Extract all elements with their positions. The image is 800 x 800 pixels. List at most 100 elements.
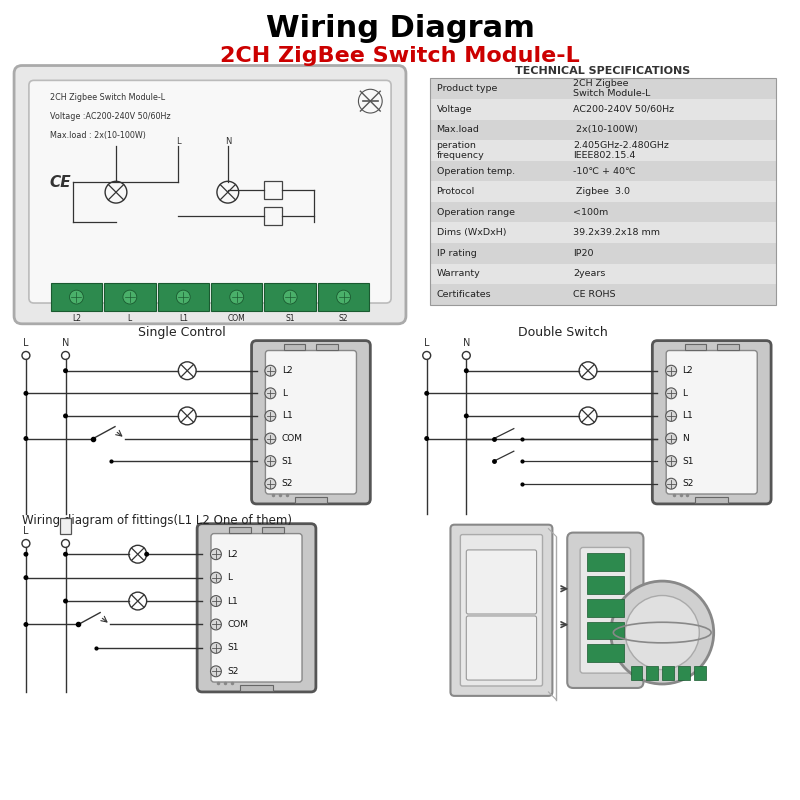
Text: Protocol: Protocol — [437, 187, 475, 196]
Text: L1: L1 — [227, 597, 238, 606]
Bar — [587, 576, 624, 594]
Text: L: L — [424, 338, 430, 347]
Text: 39.2x39.2x18 mm: 39.2x39.2x18 mm — [573, 228, 660, 238]
Circle shape — [123, 290, 137, 304]
Text: S2: S2 — [682, 479, 694, 488]
Circle shape — [265, 366, 276, 376]
Text: TECHNICAL SPECIFICATIONS: TECHNICAL SPECIFICATIONS — [515, 66, 690, 77]
Circle shape — [63, 598, 68, 603]
FancyBboxPatch shape — [430, 140, 776, 161]
FancyBboxPatch shape — [266, 350, 357, 494]
Text: L: L — [128, 314, 132, 323]
Circle shape — [666, 410, 677, 422]
Text: CE ROHS: CE ROHS — [573, 290, 616, 299]
Text: Single Control: Single Control — [138, 326, 226, 338]
Bar — [587, 622, 624, 639]
FancyBboxPatch shape — [430, 264, 776, 284]
Circle shape — [625, 595, 699, 670]
Text: S2: S2 — [339, 314, 348, 323]
Text: -10℃ + 40℃: -10℃ + 40℃ — [573, 166, 636, 175]
Text: S1: S1 — [282, 457, 294, 466]
FancyBboxPatch shape — [104, 283, 155, 311]
FancyBboxPatch shape — [158, 283, 209, 311]
Text: AC200-240V 50/60Hz: AC200-240V 50/60Hz — [573, 105, 674, 114]
FancyBboxPatch shape — [430, 243, 776, 264]
Circle shape — [265, 433, 276, 444]
FancyBboxPatch shape — [685, 343, 706, 350]
Text: 2CH Zigbee
Switch Module-L: 2CH Zigbee Switch Module-L — [573, 79, 650, 98]
Circle shape — [63, 368, 68, 373]
Text: S2: S2 — [227, 667, 238, 676]
Text: L: L — [176, 137, 181, 146]
Text: Zigbee  3.0: Zigbee 3.0 — [573, 187, 630, 196]
Text: L: L — [282, 389, 286, 398]
Text: Product type: Product type — [437, 84, 497, 93]
FancyBboxPatch shape — [14, 66, 406, 324]
FancyBboxPatch shape — [430, 222, 776, 243]
FancyBboxPatch shape — [430, 78, 776, 99]
Circle shape — [210, 596, 222, 606]
Text: Max.load: Max.load — [437, 126, 479, 134]
Text: 2x(10-100W): 2x(10-100W) — [573, 126, 638, 134]
FancyBboxPatch shape — [450, 525, 552, 696]
Circle shape — [63, 414, 68, 418]
Bar — [587, 645, 624, 662]
Circle shape — [610, 581, 714, 684]
FancyBboxPatch shape — [652, 341, 771, 504]
Bar — [587, 599, 624, 617]
Text: Operation temp.: Operation temp. — [437, 166, 514, 175]
FancyBboxPatch shape — [430, 161, 776, 182]
FancyBboxPatch shape — [430, 99, 776, 119]
Bar — [646, 666, 658, 680]
Circle shape — [210, 619, 222, 630]
Bar — [265, 182, 282, 199]
FancyBboxPatch shape — [695, 497, 728, 503]
Circle shape — [23, 436, 29, 441]
Circle shape — [283, 290, 297, 304]
FancyBboxPatch shape — [580, 547, 630, 673]
Text: S1: S1 — [286, 314, 295, 323]
FancyBboxPatch shape — [262, 526, 284, 533]
Text: <100m: <100m — [573, 208, 609, 217]
Circle shape — [210, 666, 222, 677]
Text: L: L — [23, 526, 29, 535]
Circle shape — [666, 456, 677, 466]
Text: 2years: 2years — [573, 270, 606, 278]
Text: Warranty: Warranty — [437, 270, 480, 278]
Text: Dims (WxDxH): Dims (WxDxH) — [437, 228, 506, 238]
Circle shape — [464, 414, 469, 418]
FancyBboxPatch shape — [294, 497, 327, 503]
Text: L: L — [23, 338, 29, 347]
FancyBboxPatch shape — [567, 533, 643, 688]
Text: Max.load : 2x(10-100W): Max.load : 2x(10-100W) — [50, 131, 146, 140]
FancyBboxPatch shape — [265, 283, 316, 311]
Text: L: L — [682, 389, 687, 398]
Text: Certificates: Certificates — [437, 290, 491, 299]
FancyBboxPatch shape — [59, 518, 71, 534]
FancyBboxPatch shape — [29, 80, 391, 303]
Bar — [587, 554, 624, 571]
Circle shape — [666, 478, 677, 489]
Text: 2.405GHz-2.480GHz
IEEE802.15.4: 2.405GHz-2.480GHz IEEE802.15.4 — [573, 141, 669, 160]
Text: L2: L2 — [72, 314, 81, 323]
FancyBboxPatch shape — [211, 534, 302, 682]
Text: Wiring Diagram: Wiring Diagram — [266, 14, 534, 43]
Text: N: N — [682, 434, 690, 443]
Text: 2CH Zigbee Switch Module-L: 2CH Zigbee Switch Module-L — [50, 94, 165, 102]
Circle shape — [424, 391, 429, 396]
Circle shape — [210, 549, 222, 560]
Circle shape — [176, 290, 190, 304]
FancyBboxPatch shape — [430, 182, 776, 202]
Circle shape — [23, 575, 29, 580]
Text: Operation range: Operation range — [437, 208, 514, 217]
FancyBboxPatch shape — [466, 550, 537, 614]
Text: L2: L2 — [282, 366, 292, 375]
FancyBboxPatch shape — [240, 685, 273, 691]
Text: Wiring diagram of fittings(L1 L2 One of them): Wiring diagram of fittings(L1 L2 One of … — [22, 514, 292, 526]
Circle shape — [23, 622, 29, 627]
Text: N: N — [62, 526, 70, 535]
Circle shape — [265, 388, 276, 398]
Text: IP rating: IP rating — [437, 249, 476, 258]
Circle shape — [230, 290, 244, 304]
Circle shape — [424, 436, 429, 441]
